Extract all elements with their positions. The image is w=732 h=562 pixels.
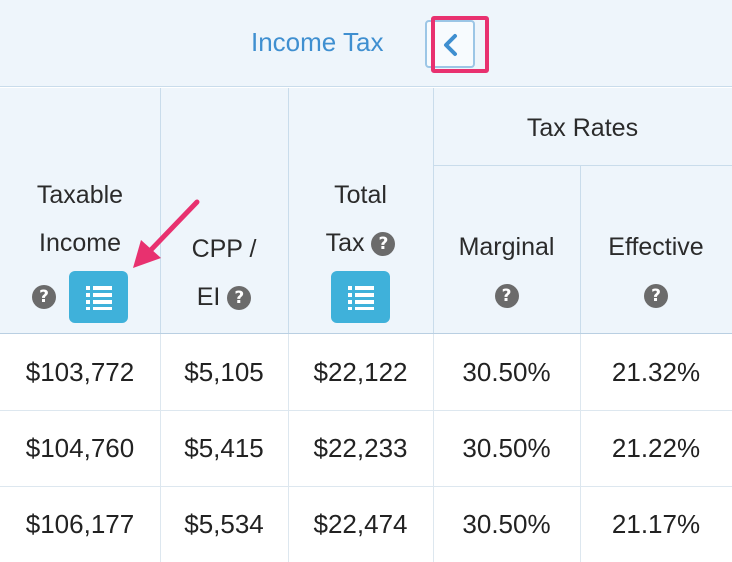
header-total-tax-line1: Total [334,181,387,209]
header-taxable-income-line1: Taxable [36,181,124,209]
table-header: Taxable Income ? CPP / EI ? [0,88,732,334]
header-total-tax: Total Tax ? [288,171,433,325]
table-title-row: Income Tax [0,0,732,87]
collapse-button[interactable] [425,20,475,68]
table-cell: 30.50% [462,509,551,539]
tax-list-button[interactable] [331,271,390,324]
table-cell: $22,122 [313,357,408,387]
header-taxable-income-line2: Income [39,229,121,257]
header-cpp-ei-line1: CPP / [191,235,257,263]
header-marginal-label: Marginal [458,233,555,261]
help-icon[interactable]: ? [494,284,519,309]
header-cpp-ei: CPP / EI ? [160,225,288,321]
table-cell: 30.50% [462,357,551,387]
chevron-left-icon [444,34,457,56]
income-list-button[interactable] [68,271,128,324]
table-body: $103,772 $5,105 $22,122 30.50% 21.32% $1… [0,334,732,562]
help-icon[interactable]: ? [32,285,57,310]
list-icon [85,286,112,311]
table-cell: $103,772 [25,357,135,387]
header-taxable-income: Taxable Income ? [0,171,160,325]
header-tax-rates: Tax Rates [526,114,639,142]
header-total-tax-line2: Tax [325,229,365,257]
table-cell: $22,474 [313,509,408,539]
table-cell: $5,105 [184,357,264,387]
table-cell: $104,760 [25,433,135,463]
table-cell: 21.17% [611,509,701,539]
list-icon [348,286,374,311]
header-marginal: Marginal ? [433,223,580,319]
table-cell: $5,415 [184,433,264,463]
help-icon[interactable]: ? [644,284,668,309]
table-cell: $22,233 [313,433,408,463]
table-cell: $106,177 [25,509,135,539]
table-cell: 30.50% [462,433,551,463]
help-icon[interactable]: ? [227,286,252,311]
help-icon[interactable]: ? [371,232,396,257]
table-cell: $5,534 [184,509,264,539]
table-cell: 21.22% [611,433,701,463]
header-effective: Effective ? [580,223,732,319]
header-cpp-ei-line2: EI [196,283,221,311]
table-title: Income Tax [251,27,384,57]
header-effective-label: Effective [608,233,704,261]
table-cell: 21.32% [611,357,701,387]
